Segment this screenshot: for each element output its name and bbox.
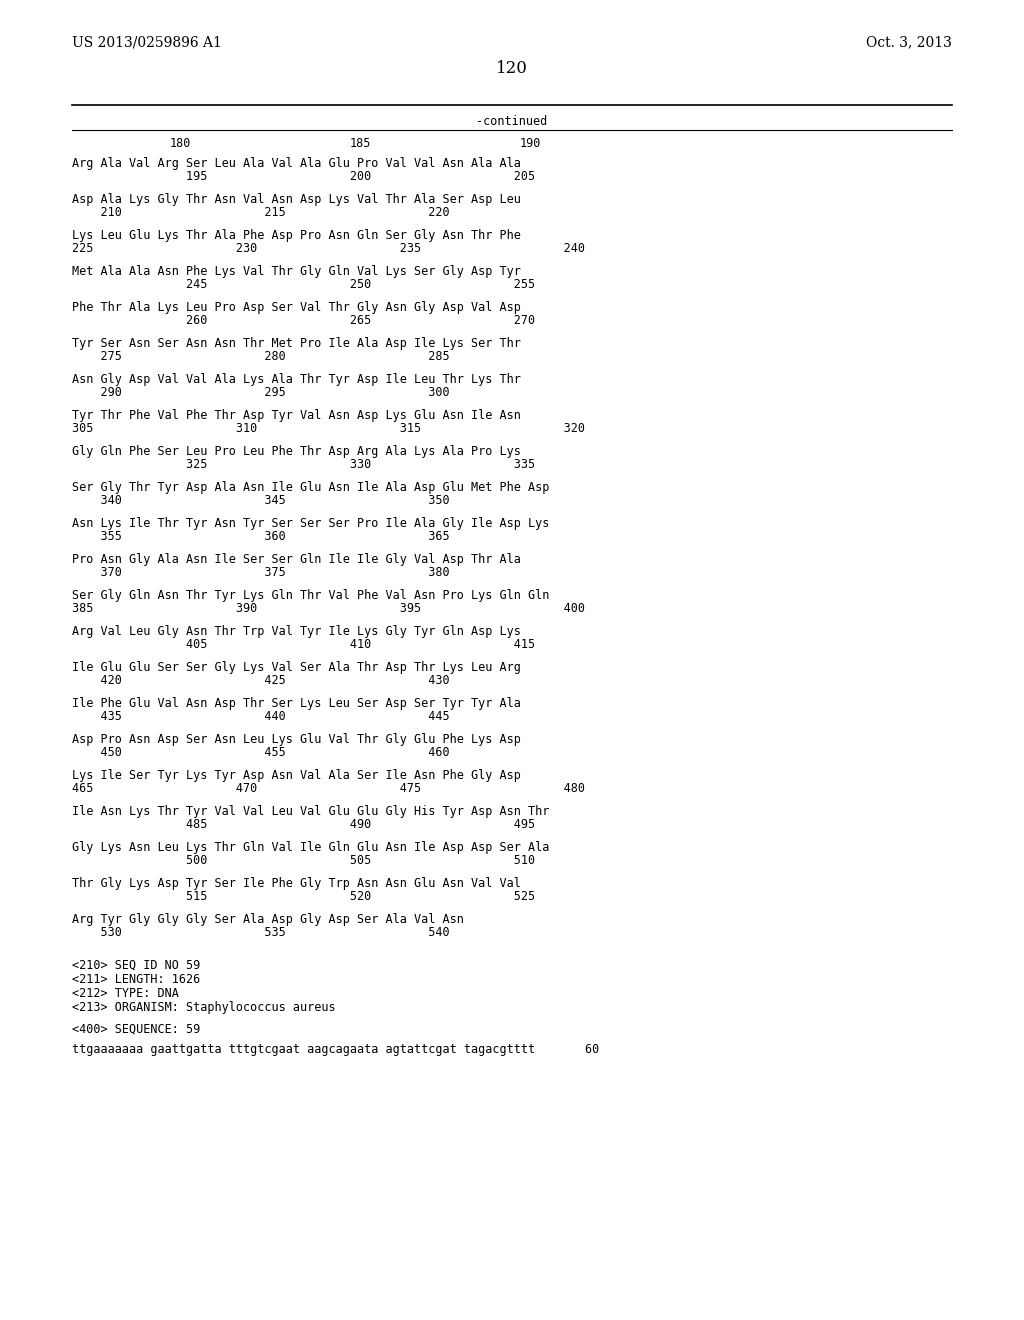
Text: Ser Gly Gln Asn Thr Tyr Lys Gln Thr Val Phe Val Asn Pro Lys Gln Gln: Ser Gly Gln Asn Thr Tyr Lys Gln Thr Val …: [72, 589, 549, 602]
Text: 290                    295                    300: 290 295 300: [72, 385, 450, 399]
Text: 180: 180: [170, 137, 191, 150]
Text: <211> LENGTH: 1626: <211> LENGTH: 1626: [72, 973, 201, 986]
Text: 405                    410                    415: 405 410 415: [72, 638, 536, 651]
Text: 120: 120: [496, 59, 528, 77]
Text: Ser Gly Thr Tyr Asp Ala Asn Ile Glu Asn Ile Ala Asp Glu Met Phe Asp: Ser Gly Thr Tyr Asp Ala Asn Ile Glu Asn …: [72, 480, 549, 494]
Text: 210                    215                    220: 210 215 220: [72, 206, 450, 219]
Text: Tyr Ser Asn Ser Asn Asn Thr Met Pro Ile Ala Asp Ile Lys Ser Thr: Tyr Ser Asn Ser Asn Asn Thr Met Pro Ile …: [72, 337, 521, 350]
Text: 195                    200                    205: 195 200 205: [72, 170, 536, 183]
Text: Ile Asn Lys Thr Tyr Val Val Leu Val Glu Glu Gly His Tyr Asp Asn Thr: Ile Asn Lys Thr Tyr Val Val Leu Val Glu …: [72, 805, 549, 818]
Text: 500                    505                    510: 500 505 510: [72, 854, 536, 867]
Text: Tyr Thr Phe Val Phe Thr Asp Tyr Val Asn Asp Lys Glu Asn Ile Asn: Tyr Thr Phe Val Phe Thr Asp Tyr Val Asn …: [72, 409, 521, 422]
Text: <210> SEQ ID NO 59: <210> SEQ ID NO 59: [72, 960, 201, 972]
Text: Asn Lys Ile Thr Tyr Asn Tyr Ser Ser Ser Pro Ile Ala Gly Ile Asp Lys: Asn Lys Ile Thr Tyr Asn Tyr Ser Ser Ser …: [72, 517, 549, 531]
Text: 370                    375                    380: 370 375 380: [72, 566, 450, 579]
Text: 190: 190: [520, 137, 542, 150]
Text: 485                    490                    495: 485 490 495: [72, 818, 536, 832]
Text: 435                    440                    445: 435 440 445: [72, 710, 450, 723]
Text: <213> ORGANISM: Staphylococcus aureus: <213> ORGANISM: Staphylococcus aureus: [72, 1001, 336, 1014]
Text: Gly Lys Asn Leu Lys Thr Gln Val Ile Gln Glu Asn Ile Asp Asp Ser Ala: Gly Lys Asn Leu Lys Thr Gln Val Ile Gln …: [72, 841, 549, 854]
Text: Asp Ala Lys Gly Thr Asn Val Asn Asp Lys Val Thr Ala Ser Asp Leu: Asp Ala Lys Gly Thr Asn Val Asn Asp Lys …: [72, 193, 521, 206]
Text: Arg Tyr Gly Gly Gly Ser Ala Asp Gly Asp Ser Ala Val Asn: Arg Tyr Gly Gly Gly Ser Ala Asp Gly Asp …: [72, 913, 464, 927]
Text: Lys Leu Glu Lys Thr Ala Phe Asp Pro Asn Gln Ser Gly Asn Thr Phe: Lys Leu Glu Lys Thr Ala Phe Asp Pro Asn …: [72, 228, 521, 242]
Text: Arg Val Leu Gly Asn Thr Trp Val Tyr Ile Lys Gly Tyr Gln Asp Lys: Arg Val Leu Gly Asn Thr Trp Val Tyr Ile …: [72, 624, 521, 638]
Text: Arg Ala Val Arg Ser Leu Ala Val Ala Glu Pro Val Val Asn Ala Ala: Arg Ala Val Arg Ser Leu Ala Val Ala Glu …: [72, 157, 521, 170]
Text: 530                    535                    540: 530 535 540: [72, 927, 450, 939]
Text: 275                    280                    285: 275 280 285: [72, 350, 450, 363]
Text: 340                    345                    350: 340 345 350: [72, 494, 450, 507]
Text: 185: 185: [350, 137, 372, 150]
Text: Thr Gly Lys Asp Tyr Ser Ile Phe Gly Trp Asn Asn Glu Asn Val Val: Thr Gly Lys Asp Tyr Ser Ile Phe Gly Trp …: [72, 876, 521, 890]
Text: <400> SEQUENCE: 59: <400> SEQUENCE: 59: [72, 1023, 201, 1036]
Text: Oct. 3, 2013: Oct. 3, 2013: [866, 36, 952, 49]
Text: 260                    265                    270: 260 265 270: [72, 314, 536, 327]
Text: -continued: -continued: [476, 115, 548, 128]
Text: 245                    250                    255: 245 250 255: [72, 279, 536, 290]
Text: 355                    360                    365: 355 360 365: [72, 531, 450, 543]
Text: US 2013/0259896 A1: US 2013/0259896 A1: [72, 36, 222, 49]
Text: 465                    470                    475                    480: 465 470 475 480: [72, 781, 585, 795]
Text: Asp Pro Asn Asp Ser Asn Leu Lys Glu Val Thr Gly Glu Phe Lys Asp: Asp Pro Asn Asp Ser Asn Leu Lys Glu Val …: [72, 733, 521, 746]
Text: 225                    230                    235                    240: 225 230 235 240: [72, 242, 585, 255]
Text: 325                    330                    335: 325 330 335: [72, 458, 536, 471]
Text: Lys Ile Ser Tyr Lys Tyr Asp Asn Val Ala Ser Ile Asn Phe Gly Asp: Lys Ile Ser Tyr Lys Tyr Asp Asn Val Ala …: [72, 770, 521, 781]
Text: 385                    390                    395                    400: 385 390 395 400: [72, 602, 585, 615]
Text: 420                    425                    430: 420 425 430: [72, 675, 450, 686]
Text: Gly Gln Phe Ser Leu Pro Leu Phe Thr Asp Arg Ala Lys Ala Pro Lys: Gly Gln Phe Ser Leu Pro Leu Phe Thr Asp …: [72, 445, 521, 458]
Text: ttgaaaaaaa gaattgatta tttgtcgaat aagcagaata agtattcgat tagacgtttt       60: ttgaaaaaaa gaattgatta tttgtcgaat aagcaga…: [72, 1043, 599, 1056]
Text: <212> TYPE: DNA: <212> TYPE: DNA: [72, 987, 179, 1001]
Text: Pro Asn Gly Ala Asn Ile Ser Ser Gln Ile Ile Gly Val Asp Thr Ala: Pro Asn Gly Ala Asn Ile Ser Ser Gln Ile …: [72, 553, 521, 566]
Text: Phe Thr Ala Lys Leu Pro Asp Ser Val Thr Gly Asn Gly Asp Val Asp: Phe Thr Ala Lys Leu Pro Asp Ser Val Thr …: [72, 301, 521, 314]
Text: 515                    520                    525: 515 520 525: [72, 890, 536, 903]
Text: Met Ala Ala Asn Phe Lys Val Thr Gly Gln Val Lys Ser Gly Asp Tyr: Met Ala Ala Asn Phe Lys Val Thr Gly Gln …: [72, 265, 521, 279]
Text: Ile Glu Glu Ser Ser Gly Lys Val Ser Ala Thr Asp Thr Lys Leu Arg: Ile Glu Glu Ser Ser Gly Lys Val Ser Ala …: [72, 661, 521, 675]
Text: Asn Gly Asp Val Val Ala Lys Ala Thr Tyr Asp Ile Leu Thr Lys Thr: Asn Gly Asp Val Val Ala Lys Ala Thr Tyr …: [72, 374, 521, 385]
Text: 305                    310                    315                    320: 305 310 315 320: [72, 422, 585, 436]
Text: 450                    455                    460: 450 455 460: [72, 746, 450, 759]
Text: Ile Phe Glu Val Asn Asp Thr Ser Lys Leu Ser Asp Ser Tyr Tyr Ala: Ile Phe Glu Val Asn Asp Thr Ser Lys Leu …: [72, 697, 521, 710]
